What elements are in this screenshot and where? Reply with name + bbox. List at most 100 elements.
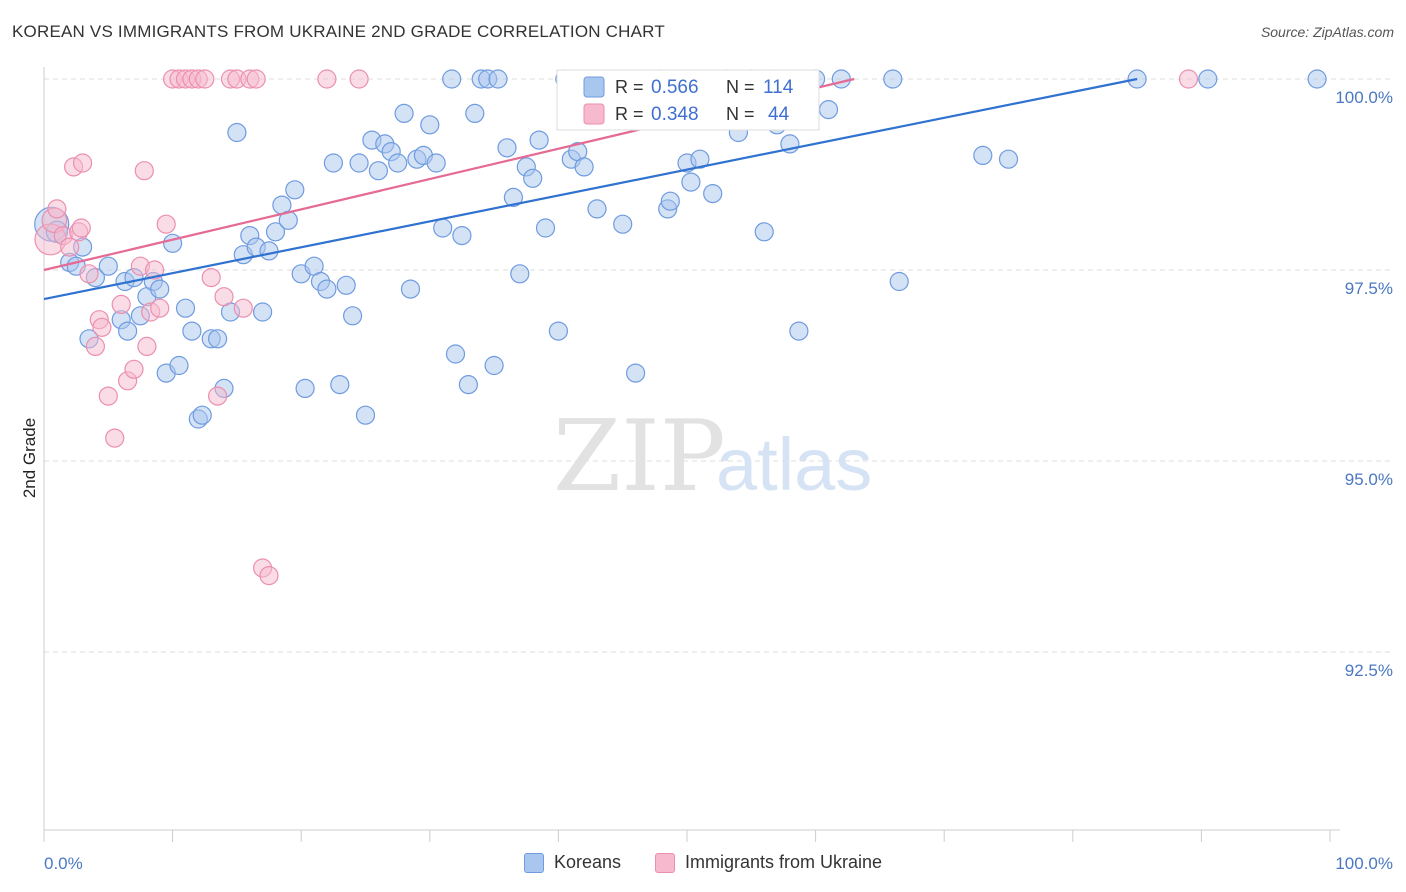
legend-n-label-ukraine: N = <box>726 104 755 124</box>
korean-point <box>703 184 723 204</box>
ukraine-point <box>60 237 80 257</box>
korean-point <box>789 321 809 341</box>
watermark-atlas: atlas <box>716 423 872 506</box>
source-label: Source: ZipAtlas.com <box>1260 24 1394 40</box>
ukraine-point <box>246 69 266 89</box>
koreans-points <box>34 69 1327 429</box>
ukraine-point <box>72 153 93 173</box>
legend-item-koreans[interactable]: Koreans <box>523 852 621 873</box>
ukraine-point <box>98 386 118 406</box>
korean-point <box>587 199 607 219</box>
korean-point <box>150 279 170 299</box>
korean-point <box>1307 69 1327 89</box>
korean-point <box>690 149 710 169</box>
korean-point <box>465 103 485 124</box>
watermark: ZIP atlas <box>553 400 872 514</box>
ukraine-point <box>195 69 215 89</box>
x-ticks <box>43 830 1331 842</box>
legend-item-ukraine[interactable]: Immigrants from Ukraine <box>655 852 882 873</box>
korean-point <box>336 275 356 295</box>
y-tick-label: 97.5% <box>1345 279 1393 298</box>
korean-point <box>368 161 388 181</box>
ukraine-point <box>85 336 106 356</box>
korean-point <box>323 153 343 173</box>
korean-point <box>163 233 183 253</box>
korean-point <box>420 115 440 135</box>
y-tick-label: 95.0% <box>1345 470 1393 489</box>
korean-point <box>998 149 1019 169</box>
korean-point <box>523 168 543 188</box>
ukraine-point <box>317 69 337 89</box>
korean-point <box>497 138 517 158</box>
korean-trend-line <box>43 77 1138 301</box>
korean-point <box>574 157 594 177</box>
legend-r-value-koreans: 0.566 <box>651 77 699 98</box>
ukraine-point <box>71 218 91 238</box>
ukraine-point <box>214 287 234 307</box>
ukraine-point <box>1178 69 1199 89</box>
korean-point <box>445 344 466 364</box>
legend-r-value-ukraine: 0.348 <box>651 104 699 125</box>
korean-point <box>452 226 472 246</box>
legend-marker-ukraine <box>655 852 675 873</box>
ukraine-point <box>150 298 170 318</box>
ukraine-point <box>111 294 131 314</box>
chart-title: KOREAN VS IMMIGRANTS FROM UKRAINE 2ND GR… <box>12 22 665 41</box>
watermark-zip: ZIP <box>553 400 726 514</box>
korean-point <box>510 264 530 284</box>
bottom-legend: Koreans Immigrants from Ukraine <box>0 852 1406 873</box>
korean-point <box>295 378 315 398</box>
korean-point <box>330 375 350 395</box>
korean-point <box>182 321 202 341</box>
y-tick-label: 100.0% <box>1335 88 1393 107</box>
correlation-legend: R = 0.566 N = 114 R = 0.348 N = 44 <box>556 69 820 131</box>
korean-point <box>831 69 851 89</box>
korean-point <box>259 241 279 261</box>
korean-point <box>681 172 701 192</box>
gridlines <box>44 78 1393 653</box>
korean-point <box>98 256 118 276</box>
korean-point <box>169 355 189 376</box>
legend-label-koreans: Koreans <box>553 852 621 872</box>
korean-point <box>488 69 508 89</box>
y-axis-label: 2nd Grade <box>20 418 39 498</box>
ukraine-point <box>233 298 253 318</box>
korean-point <box>426 153 446 173</box>
korean-point <box>754 222 774 242</box>
ukraine-point <box>208 386 228 406</box>
ukraine-point <box>137 336 157 356</box>
korean-point <box>613 214 633 234</box>
ukraine-points <box>34 69 1199 586</box>
ukraine-point <box>156 214 176 234</box>
x-tick-label-max: 100.0% <box>1335 854 1393 873</box>
korean-point <box>529 130 549 150</box>
korean-point <box>285 180 305 200</box>
korean-point <box>175 298 196 318</box>
korean-point <box>889 271 909 292</box>
y-tick-labels: 92.5% 95.0% 97.5% 100.0% <box>1335 88 1393 680</box>
korean-point <box>548 321 569 341</box>
korean-point <box>818 99 839 120</box>
korean-point <box>484 355 504 376</box>
korean-point <box>227 122 247 143</box>
korean-point <box>394 103 414 124</box>
korean-point <box>660 191 680 211</box>
ukraine-point <box>201 268 221 288</box>
legend-swatch-koreans <box>583 76 605 98</box>
korean-point <box>1198 69 1218 89</box>
korean-point <box>349 153 369 173</box>
legend-label-ukraine: Immigrants from Ukraine <box>685 852 883 872</box>
ukraine-point <box>47 199 67 219</box>
ukraine-point <box>259 565 279 586</box>
ukraine-point <box>145 260 165 280</box>
korean-point <box>253 302 273 322</box>
legend-r-label-ukraine: R = <box>615 104 644 124</box>
korean-point <box>343 306 363 326</box>
ukraine-point <box>124 359 144 379</box>
korean-point <box>458 375 478 395</box>
legend-n-value-ukraine: 44 <box>768 104 790 125</box>
korean-point <box>355 405 376 425</box>
ukraine-point <box>105 428 125 448</box>
legend-marker-koreans <box>523 852 544 873</box>
